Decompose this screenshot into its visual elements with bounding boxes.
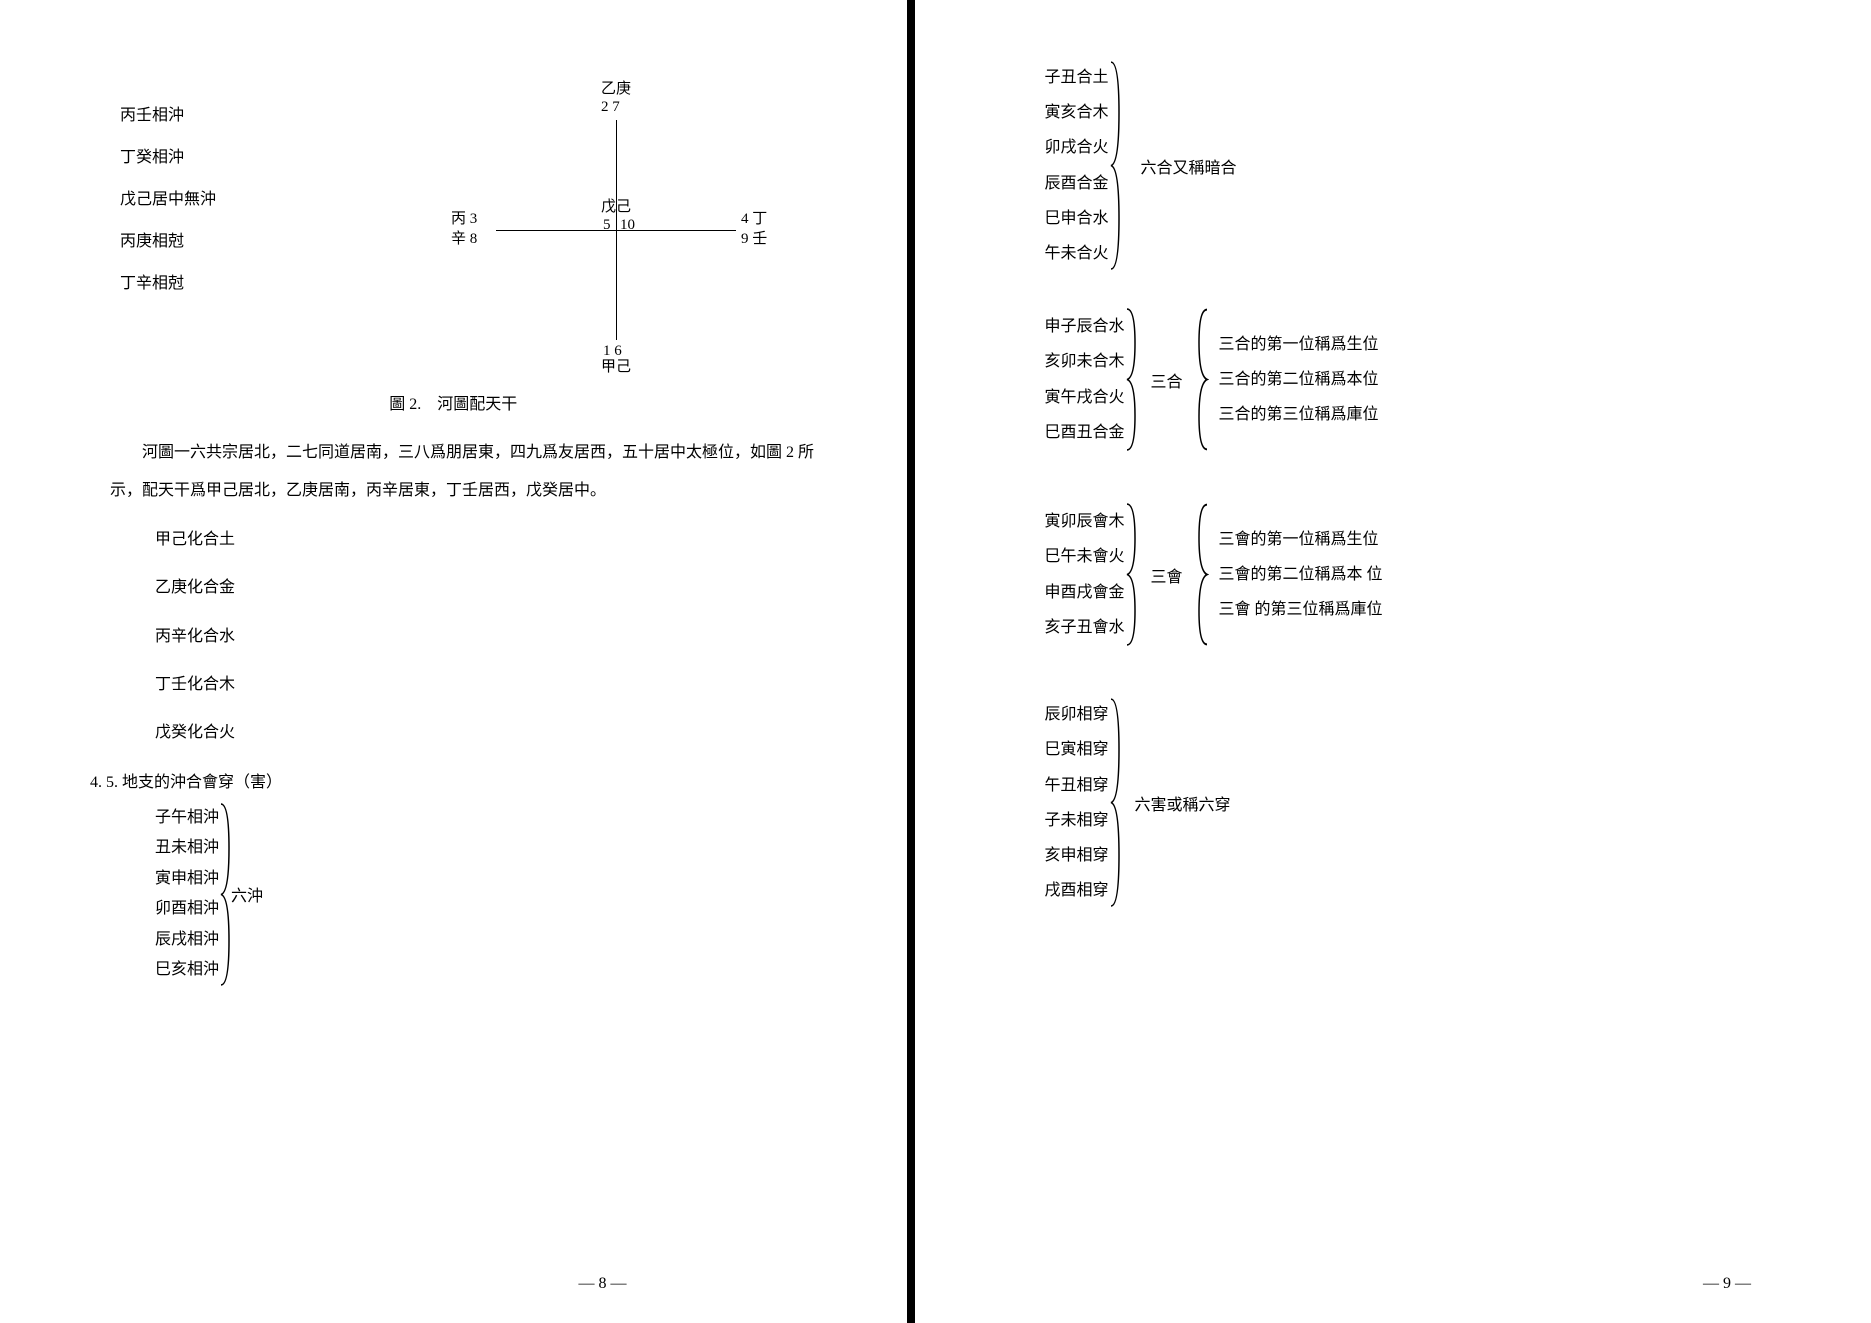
figure-caption: 圖 2. 河圖配天干: [50, 390, 857, 414]
list-item: 丙壬相沖: [120, 100, 216, 132]
page-number: — 8 —: [579, 1275, 627, 1293]
brace-icon: [1109, 697, 1121, 908]
brace-icon: [1109, 60, 1121, 271]
diagram-center-label: 戊己: [601, 198, 631, 218]
group-label: 三合: [1151, 368, 1183, 392]
brace-icon: [1125, 307, 1137, 452]
list-item: 卯戌合火: [1045, 130, 1109, 165]
list-item: 亥申相穿: [1045, 838, 1109, 873]
page-left: 丙壬相沖 丁癸相沖 戊己居中無沖 丙庚相尅 丁辛相尅 乙庚 2 7 戊己 5 1…: [0, 0, 915, 1323]
list-item: 三合的第一位稱爲生位: [1219, 327, 1379, 362]
chong-list: 丙壬相沖 丁癸相沖 戊己居中無沖 丙庚相尅 丁辛相尅: [50, 90, 216, 310]
list-item: 子未相穿: [1045, 803, 1109, 838]
list-item: 戊己居中無沖: [120, 184, 216, 216]
liuhai-group: 辰卯相穿 巳寅相穿 午丑相穿 子未相穿 亥申相穿 戌酉相穿 六害或稱六穿: [1045, 697, 1822, 908]
list-item: 午未合火: [1045, 236, 1109, 271]
page-number: — 9 —: [1703, 1275, 1751, 1293]
liuchong-group: 子午相沖 丑未相沖 寅申相沖 卯酉相沖 辰戌相沖 巳亥相沖 六沖: [155, 802, 857, 987]
liuhe-group: 子丑合土 寅亥合木 卯戌合火 辰酉合金 巳申合水 午未合火 六合又稱暗合: [1045, 60, 1822, 271]
page-right: 子丑合土 寅亥合木 卯戌合火 辰酉合金 巳申合水 午未合火 六合又稱暗合 申子辰…: [915, 0, 1871, 1323]
sanhui-group: 寅卯辰會木 巳午未會火 申酉戌會金 亥子丑會水 三會 三會的第一位稱爲生位 三會…: [1045, 502, 1822, 647]
hetu-diagram: 乙庚 2 7 戊己 5 10 丙 3 辛 8 4 丁 9 壬 1 6 甲己: [436, 80, 796, 360]
list-item: 寅卯辰會木: [1045, 504, 1125, 539]
sanhe-group: 申子辰合水 亥卯未合木 寅午戌合火 巳酉丑合金 三合 三合的第一位稱爲生位 三合…: [1045, 307, 1822, 452]
brace-left-icon: [1197, 502, 1209, 647]
list-item: 申酉戌會金: [1045, 575, 1125, 610]
group-label: 六害或稱六穿: [1135, 791, 1231, 815]
list-item: 辰戌相沖: [155, 925, 219, 955]
list-item: 巳亥相沖: [155, 955, 219, 985]
list-item: 乙庚化合金: [155, 569, 817, 607]
list-item: 丁壬化合木: [155, 666, 817, 704]
diagram-top-nums: 2 7: [601, 98, 620, 118]
diagram-center-right: 10: [620, 216, 635, 236]
diagram-right-2: 9 壬: [741, 230, 767, 250]
list-item: 巳午未會火: [1045, 539, 1125, 574]
list-item: 丙辛化合水: [155, 618, 817, 656]
list-item: 丁癸相沖: [120, 142, 216, 174]
group-label: 三會: [1151, 563, 1183, 587]
diagram-bottom-label: 甲己: [601, 358, 631, 378]
list-item: 子丑合土: [1045, 60, 1109, 95]
brace-left-icon: [1197, 307, 1209, 452]
list-item: 丁辛相尅: [120, 268, 216, 300]
list-item: 三會的第一位稱爲生位: [1219, 522, 1383, 557]
list-item: 戊癸化合火: [155, 714, 817, 752]
diagram-top-label: 乙庚: [601, 80, 631, 100]
list-item: 子午相沖: [155, 803, 219, 833]
list-item: 三會 的第三位稱爲庫位: [1219, 592, 1383, 627]
group-label: 六沖: [231, 882, 263, 906]
diagram-right-1: 4 丁: [741, 210, 767, 230]
list-item: 丑未相沖: [155, 833, 219, 863]
diagram-center-left: 5: [603, 216, 611, 236]
list-item: 寅申相沖: [155, 864, 219, 894]
list-item: 卯酉相沖: [155, 894, 219, 924]
list-item: 丙庚相尅: [120, 226, 216, 258]
list-item: 甲己化合土: [155, 521, 817, 559]
list-item: 寅午戌合火: [1045, 380, 1125, 415]
paragraph: 河圖一六共宗居北，二七同道居南，三八爲朋居東，四九爲友居西，五十居中太極位，如圖…: [110, 434, 817, 511]
section-heading: 4. 5. 地支的沖合會穿（害）: [90, 768, 857, 792]
list-item: 巳酉丑合金: [1045, 415, 1125, 450]
list-item: 巳申合水: [1045, 201, 1109, 236]
group-label: 六合又稱暗合: [1141, 154, 1237, 178]
list-item: 亥子丑會水: [1045, 610, 1125, 645]
list-item: 巳寅相穿: [1045, 732, 1109, 767]
brace-icon: [219, 802, 231, 987]
list-item: 亥卯未合木: [1045, 344, 1125, 379]
list-item: 三合的第三位稱爲庫位: [1219, 397, 1379, 432]
list-item: 午丑相穿: [1045, 768, 1109, 803]
list-item: 寅亥合木: [1045, 95, 1109, 130]
list-item: 戌酉相穿: [1045, 873, 1109, 908]
list-item: 三合的第二位稱爲本位: [1219, 362, 1379, 397]
list-item: 申子辰合水: [1045, 309, 1125, 344]
diagram-left-1: 丙 3: [451, 210, 477, 230]
brace-icon: [1125, 502, 1137, 647]
list-item: 三會的第二位稱爲本 位: [1219, 557, 1383, 592]
list-item: 辰卯相穿: [1045, 697, 1109, 732]
diagram-left-2: 辛 8: [451, 230, 477, 250]
list-item: 辰酉合金: [1045, 166, 1109, 201]
huahe-list: 甲己化合土 乙庚化合金 丙辛化合水 丁壬化合木 戊癸化合火: [50, 521, 857, 753]
